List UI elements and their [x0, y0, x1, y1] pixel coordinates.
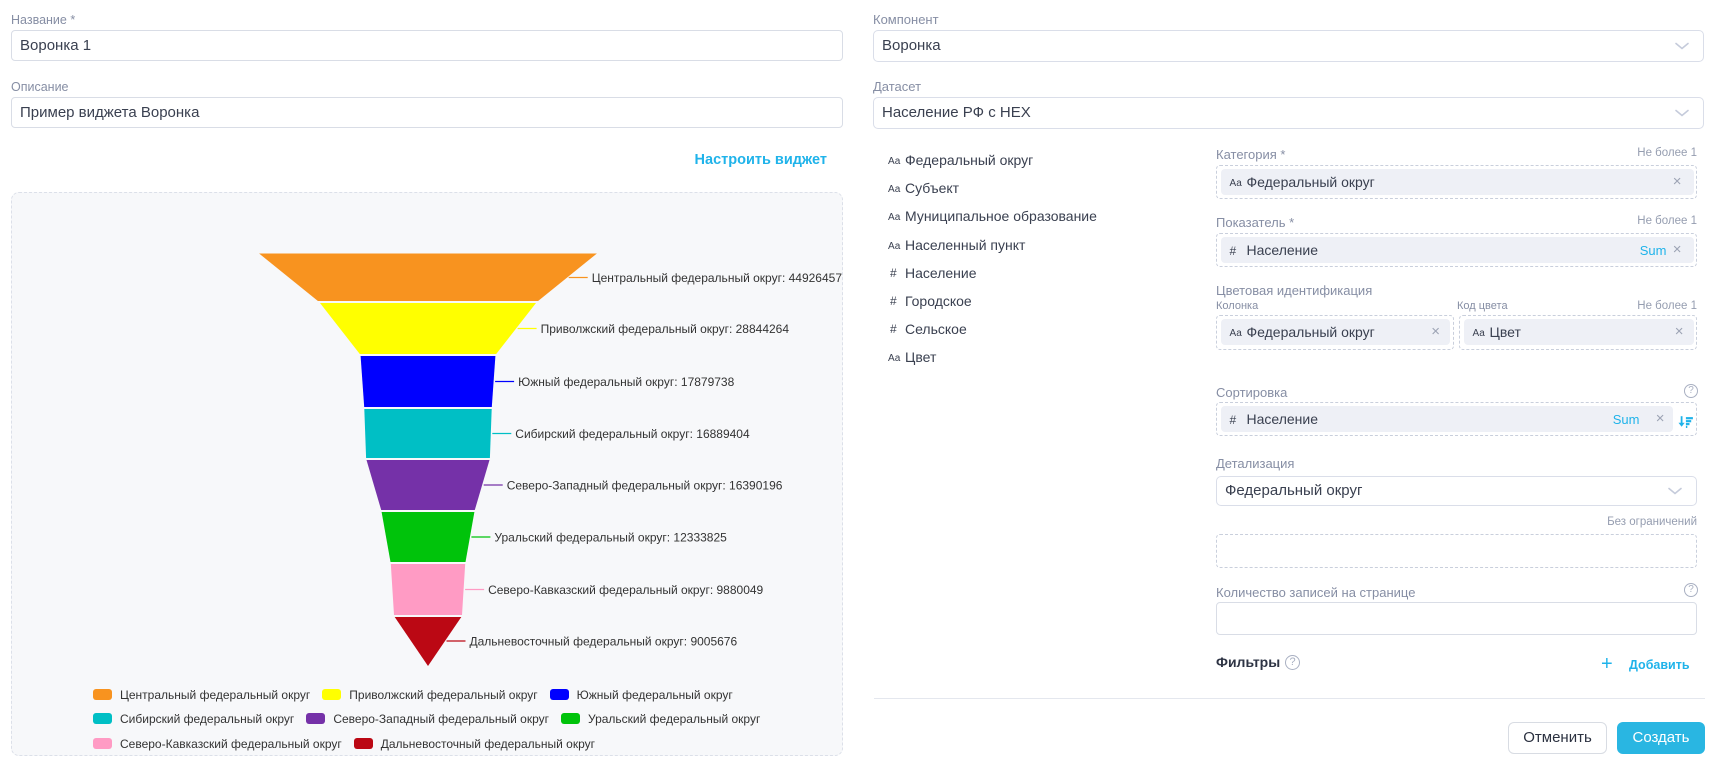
svg-text:Южный федеральный округ: 17879: Южный федеральный округ: 17879738 — [518, 375, 735, 389]
svg-text:Дальневосточный федеральный ок: Дальневосточный федеральный округ: 90056… — [470, 634, 738, 648]
svg-text:Уральский федеральный округ: 1: Уральский федеральный округ: 12333825 — [494, 530, 727, 544]
svg-text:Сибирский федеральный округ: 1: Сибирский федеральный округ: 16889404 — [515, 427, 750, 441]
svg-text:Центральный федеральный округ:: Центральный федеральный округ: 44926457 — [592, 271, 843, 285]
svg-text:Северо-Кавказский федеральный: Северо-Кавказский федеральный округ: 988… — [488, 583, 763, 597]
svg-text:Северо-Западный федеральный ок: Северо-Западный федеральный округ: 16390… — [507, 478, 783, 492]
svg-text:Приволжский федеральный округ:: Приволжский федеральный округ: 28844264 — [541, 322, 790, 336]
